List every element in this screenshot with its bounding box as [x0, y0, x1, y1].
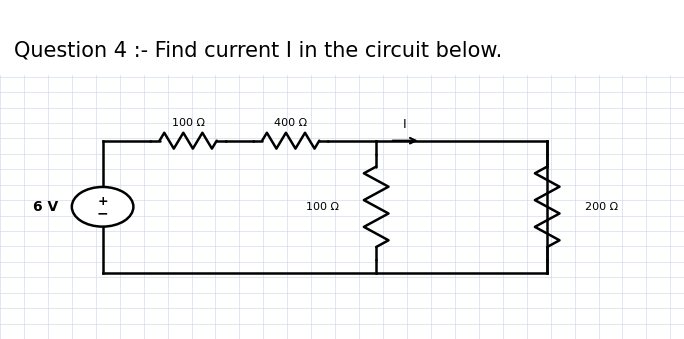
Text: 100 Ω: 100 Ω — [306, 202, 339, 212]
Text: I: I — [403, 118, 407, 131]
Text: Question 4 :- Find current I in the circuit below.: Question 4 :- Find current I in the circ… — [14, 41, 502, 61]
Text: +: + — [97, 195, 108, 207]
Text: 400 Ω: 400 Ω — [274, 118, 307, 128]
Circle shape — [72, 187, 133, 226]
Text: −: − — [97, 207, 108, 221]
Text: 100 Ω: 100 Ω — [172, 118, 205, 128]
Text: 6 V: 6 V — [33, 200, 58, 214]
Text: 200 Ω: 200 Ω — [585, 202, 618, 212]
